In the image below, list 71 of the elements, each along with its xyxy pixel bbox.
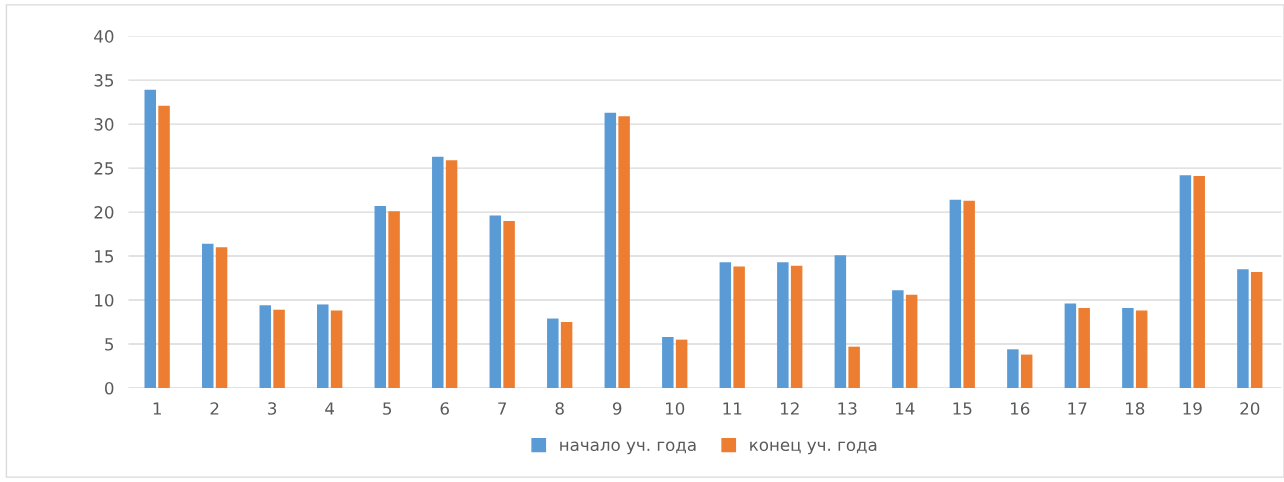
bar xyxy=(202,243,214,389)
bar xyxy=(777,262,789,389)
bar xyxy=(259,305,272,389)
bar xyxy=(374,205,387,389)
bar xyxy=(317,304,329,389)
x-tick-label: 18 xyxy=(1126,402,1145,415)
bar xyxy=(503,220,515,389)
bar xyxy=(158,105,170,389)
x-tick-label: 12 xyxy=(780,402,799,415)
x-tick-label: 17 xyxy=(1068,402,1087,415)
bar xyxy=(547,318,559,389)
x-tick-label: 2 xyxy=(210,402,219,415)
y-tick-label: 30 xyxy=(94,118,114,131)
bar xyxy=(144,89,156,389)
bar xyxy=(719,262,732,389)
bar xyxy=(273,309,285,389)
x-tick-label: 7 xyxy=(498,402,507,415)
y-tick-label: 10 xyxy=(95,294,114,307)
bar xyxy=(1250,271,1263,389)
x-tick-label: 20 xyxy=(1240,402,1260,415)
bar xyxy=(675,339,688,389)
x-tick-label: 14 xyxy=(895,402,915,415)
x-tick-label: 9 xyxy=(612,402,622,415)
x-tick-label: 13 xyxy=(838,402,857,415)
y-tick-label: 25 xyxy=(94,162,114,175)
y-tick-label: 35 xyxy=(94,74,114,87)
bar xyxy=(1020,354,1033,389)
x-tick-label: 16 xyxy=(1011,402,1030,415)
bar xyxy=(892,290,904,389)
y-tick-label: 15 xyxy=(95,250,114,263)
bar xyxy=(963,200,975,389)
bar xyxy=(1237,269,1249,389)
bar xyxy=(1122,307,1134,389)
legend-label: конец уч. года xyxy=(750,441,877,455)
x-tick-label: 11 xyxy=(723,402,742,415)
x-tick-label: 3 xyxy=(268,402,277,415)
bar xyxy=(489,215,502,389)
bar xyxy=(560,322,573,389)
bar xyxy=(432,156,444,389)
y-tick-label: 20 xyxy=(94,206,114,219)
x-tick-label: 4 xyxy=(325,402,335,415)
bar xyxy=(1179,175,1192,389)
bar xyxy=(662,336,674,389)
bar xyxy=(1193,176,1205,389)
x-tick-label: 15 xyxy=(953,402,972,415)
bar xyxy=(215,247,228,389)
x-tick-label: 19 xyxy=(1183,402,1202,415)
y-tick-label: 5 xyxy=(105,338,114,351)
bar xyxy=(834,255,847,389)
x-tick-label: 1 xyxy=(153,402,161,415)
y-tick-label: 0 xyxy=(105,381,114,395)
bar xyxy=(949,199,962,389)
x-tick-label: 5 xyxy=(383,402,392,415)
bar xyxy=(618,116,630,389)
legend-label: начало уч. года xyxy=(560,441,696,455)
bar xyxy=(1078,307,1090,389)
bar xyxy=(604,112,617,389)
bar xyxy=(790,265,803,389)
bar xyxy=(445,160,458,389)
x-tick-label: 10 xyxy=(665,402,685,415)
bar xyxy=(848,346,860,389)
bar xyxy=(1064,303,1077,389)
bar xyxy=(905,294,918,389)
bar xyxy=(1135,310,1148,389)
x-tick-label: 8 xyxy=(555,402,564,415)
x-tick-label: 6 xyxy=(440,402,449,415)
bar xyxy=(330,310,343,389)
bar xyxy=(733,266,745,389)
bar xyxy=(1007,349,1019,389)
y-tick-label: 40 xyxy=(94,30,114,43)
bar xyxy=(388,211,400,389)
